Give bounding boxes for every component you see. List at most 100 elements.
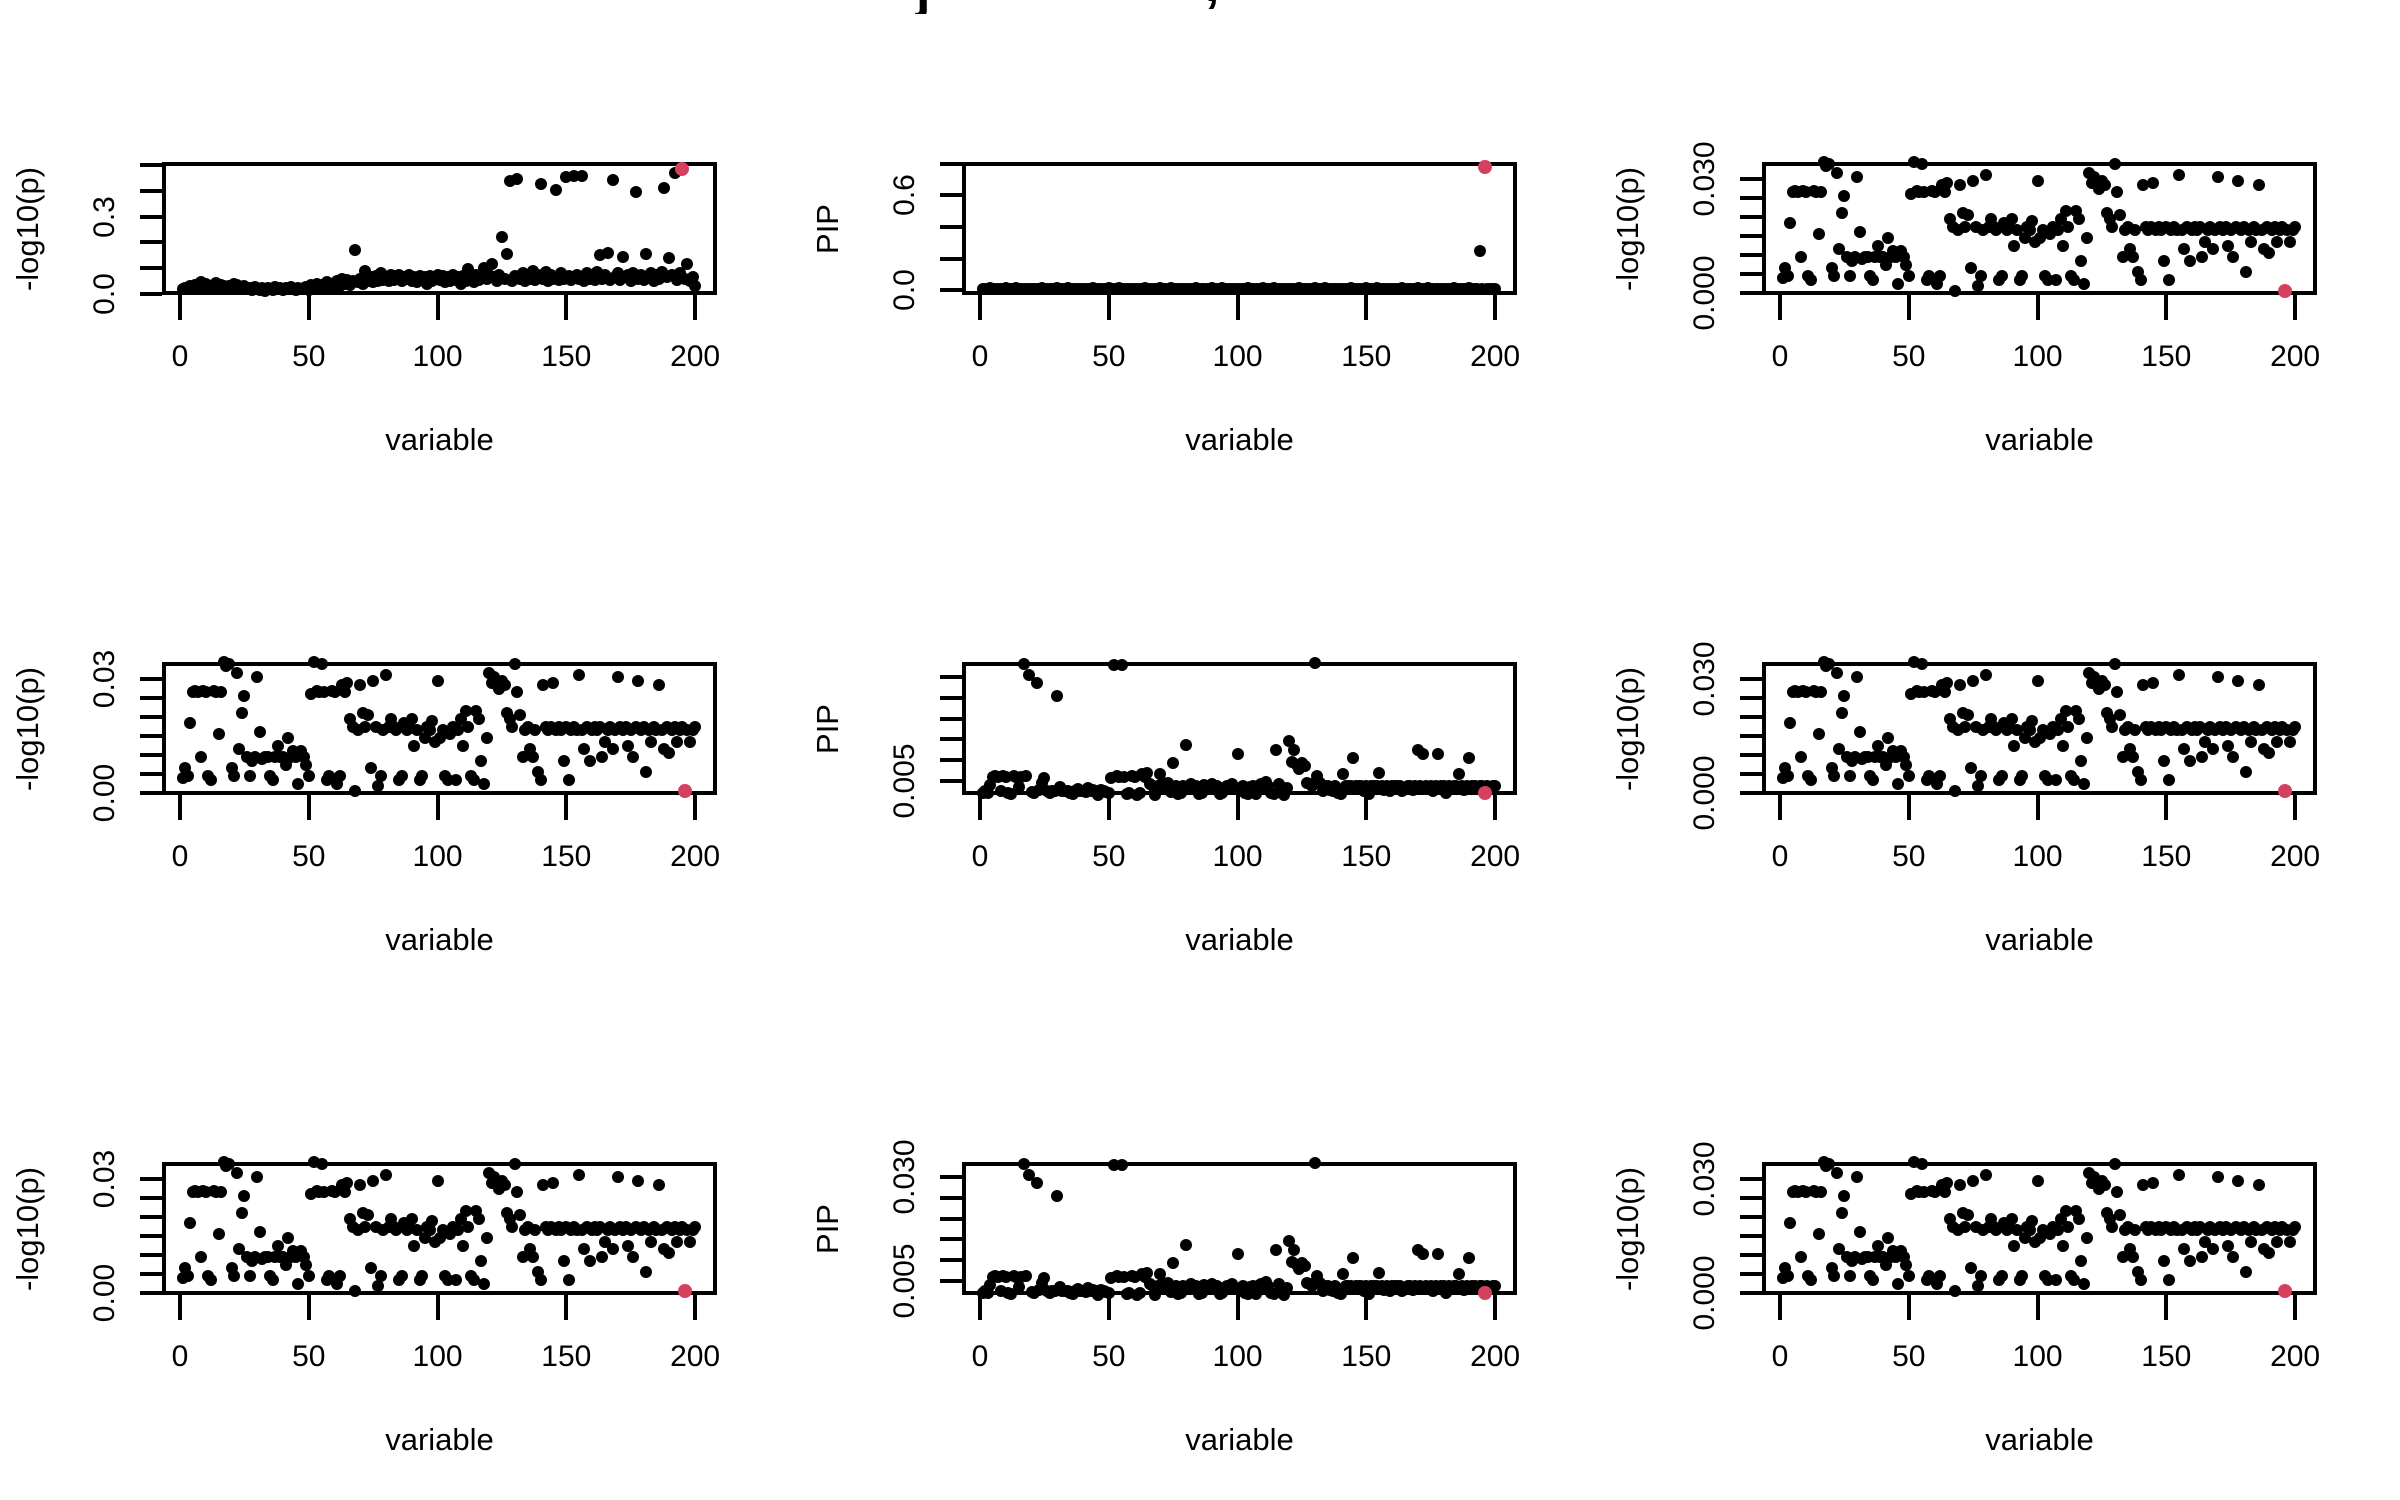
data-point — [534, 773, 547, 786]
data-point — [2016, 270, 2029, 282]
data-point — [2062, 720, 2075, 733]
data-point — [511, 686, 524, 699]
data-point — [629, 186, 642, 199]
data-point — [2232, 675, 2245, 687]
x-tick — [435, 795, 440, 820]
data-point — [1871, 1239, 1884, 1252]
data-point — [2196, 751, 2209, 763]
data-point — [215, 1186, 228, 1199]
data-point — [2134, 1273, 2147, 1286]
highlight-point — [675, 162, 690, 177]
y-tick — [940, 1257, 962, 1262]
y-axis-title: -log10(p) — [10, 666, 45, 791]
y-tick — [940, 1195, 962, 1200]
y-tick — [1740, 1177, 1762, 1182]
data-point — [534, 1273, 547, 1286]
data-point — [1980, 669, 1993, 682]
data-point — [194, 1251, 207, 1263]
data-point — [1933, 770, 1946, 782]
y-tick — [140, 1234, 162, 1239]
data-point — [632, 675, 645, 687]
data-point — [562, 1273, 575, 1286]
data-point — [1838, 1190, 1851, 1203]
data-point — [627, 1251, 640, 1263]
data-point — [658, 182, 671, 195]
data-point — [2245, 735, 2258, 748]
data-point — [2106, 720, 2119, 733]
x-tick — [693, 295, 698, 320]
data-point — [1167, 757, 1180, 770]
y-tick — [1740, 1291, 1762, 1296]
y-tick — [140, 240, 162, 245]
data-point — [1051, 1189, 1064, 1202]
x-tick-label: 0 — [1771, 340, 1789, 373]
y-tick — [140, 214, 162, 219]
data-point — [1967, 1175, 1980, 1187]
data-point — [583, 754, 596, 767]
data-point — [653, 1178, 666, 1191]
data-point — [462, 720, 475, 733]
data-point — [689, 280, 702, 293]
data-point — [1133, 786, 1146, 799]
x-tick — [178, 295, 183, 320]
data-point — [462, 1220, 475, 1233]
data-point — [2108, 1157, 2121, 1170]
data-point — [1416, 747, 1429, 760]
y-tick — [1740, 1253, 1762, 1258]
data-point — [333, 770, 346, 782]
data-point — [1853, 726, 1866, 739]
data-point — [271, 739, 284, 752]
data-point — [374, 1270, 387, 1282]
x-tick-label: 0 — [971, 1340, 989, 1373]
x-tick-label: 150 — [541, 1340, 592, 1373]
data-point — [2026, 214, 2039, 227]
data-point — [1828, 770, 1841, 782]
y-tick — [140, 1177, 162, 1182]
scatter-panel-5: PIP 0.005 0 50 100 150 200 variable — [800, 500, 1600, 1000]
x-tick — [306, 1295, 311, 1320]
data-point — [2240, 766, 2253, 779]
data-point — [2147, 676, 2160, 689]
x-tick-label: 50 — [292, 1340, 326, 1373]
data-point — [2206, 1243, 2219, 1256]
data-point — [449, 773, 462, 786]
data-point — [511, 1186, 524, 1199]
data-point — [2077, 1277, 2090, 1290]
x-tick-label: 50 — [1092, 1340, 1126, 1373]
data-point — [408, 739, 421, 752]
x-tick-label: 150 — [2141, 340, 2192, 373]
x-tick-label: 100 — [412, 340, 463, 373]
data-point — [1892, 277, 1905, 290]
data-point — [640, 1266, 653, 1279]
data-point — [606, 1243, 619, 1256]
data-point — [2183, 254, 2196, 267]
data-point — [1463, 1251, 1476, 1264]
x-tick-label: 0 — [1771, 840, 1789, 873]
x-axis-title: variable — [385, 922, 494, 957]
data-point — [573, 1169, 586, 1182]
x-tick-label: 100 — [1212, 340, 1263, 373]
data-point — [1030, 677, 1043, 690]
y-tick — [940, 1175, 962, 1180]
x-tick — [178, 1295, 183, 1320]
data-point — [1828, 270, 1841, 282]
data-point — [611, 671, 624, 684]
x-tick-label: 200 — [670, 840, 721, 873]
data-point — [1308, 656, 1321, 669]
data-point — [367, 1175, 380, 1187]
scatter-panel-4: -log10(p) 0.00 0.03 0 50 100 150 200 variable — [0, 500, 800, 1000]
x-tick — [1364, 295, 1369, 320]
data-point — [1949, 785, 1962, 798]
data-point — [477, 1277, 490, 1290]
data-point — [2111, 186, 2124, 199]
y-axis-title: -log10(p) — [1610, 166, 1645, 291]
data-point — [1900, 258, 1913, 271]
data-point — [2162, 273, 2175, 286]
data-point — [2108, 657, 2121, 670]
data-point — [282, 732, 295, 744]
data-point — [475, 1254, 488, 1267]
y-tick — [140, 1272, 162, 1277]
data-point — [2162, 1273, 2175, 1286]
x-tick — [2035, 1295, 2040, 1320]
data-point — [2227, 751, 2240, 763]
